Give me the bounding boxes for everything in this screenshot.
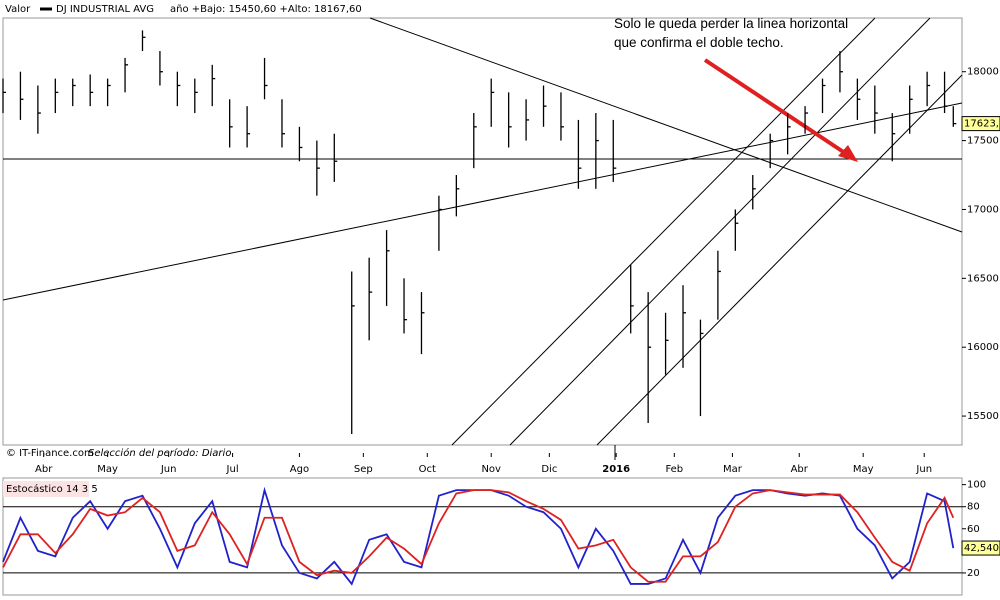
y-tick-label: 20 (967, 568, 980, 579)
y-tick-label: 16000 (967, 342, 999, 353)
x-tick-label: Jul (226, 464, 239, 475)
x-tick-label: May (97, 464, 118, 475)
channel-line (509, 17, 931, 446)
arrow-head (838, 145, 858, 162)
period: Selección del período: Diario (88, 447, 231, 459)
x-tick-label: Jun (915, 464, 932, 475)
last-value-label: 42,540 (964, 543, 999, 554)
channel-line (596, 74, 963, 446)
x-tick-label: Mar (723, 464, 743, 475)
x-tick-label: Feb (665, 464, 683, 475)
x-tick-label: 2016 (602, 464, 630, 475)
stochastic-pane (2, 477, 963, 596)
annotation-box: Solo le queda perder la linea horizontal… (614, 16, 849, 50)
chart-title: DJ INDUSTRIAL AVG (56, 4, 154, 15)
y-tick-label: 15500 (967, 411, 999, 422)
channel-line (451, 17, 876, 446)
y-tick-label: 80 (967, 502, 980, 513)
arrow (703, 58, 850, 157)
source: © IT-Finance.com (6, 448, 94, 459)
y-tick-label: 18000 (967, 67, 999, 78)
price-pane (2, 17, 963, 446)
y-tick-label: 60 (967, 524, 980, 535)
stochastic-line (2, 489, 955, 583)
y-tick-label: 17500 (967, 136, 999, 147)
y-tick-label: 16500 (967, 273, 999, 284)
y-tick-label: 100 (967, 480, 986, 491)
trendlines (2, 17, 963, 460)
stochastic-title: Estocástico 14 3 5 (6, 483, 98, 495)
annotation: Solo le queda perder la linea horizontal… (614, 16, 849, 50)
x-tick-label: Sep (354, 464, 373, 475)
x-tick-label: Nov (481, 464, 501, 475)
x-tick-label: Dic (541, 464, 557, 475)
x-tick-label: Abr (791, 464, 809, 475)
x-tick-label: May (853, 464, 874, 475)
trendline (2, 102, 963, 301)
stochastic-title-bg (3, 481, 89, 497)
last-value-badge (961, 540, 1000, 556)
trendline (369, 17, 963, 233)
chart-subtitle: año +Bajo: 15450,60 +Alto: 18167,60 (170, 4, 362, 15)
last-value-badge (961, 116, 1000, 132)
x-tick-label: Abr (35, 464, 53, 475)
x-tick-label: Oct (419, 464, 436, 475)
y-tick-label: 17000 (967, 204, 999, 215)
x-tick-label: Ago (290, 464, 309, 475)
last-value-label: 17623,3 (964, 119, 1000, 130)
x-tick-label: Jun (160, 464, 177, 475)
value-label: Valor (5, 4, 31, 15)
